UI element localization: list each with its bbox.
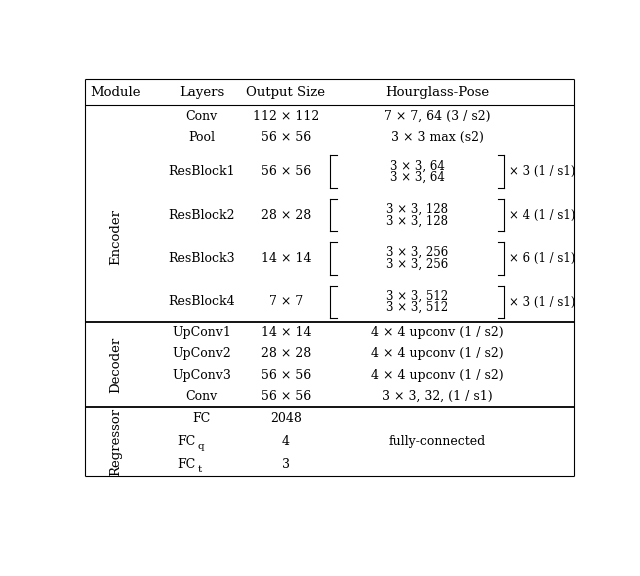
Text: UpConv1: UpConv1 — [172, 326, 231, 339]
Text: 4 × 4 upconv (1 / s2): 4 × 4 upconv (1 / s2) — [371, 369, 504, 382]
Text: fully-connected: fully-connected — [388, 435, 486, 448]
Text: UpConv2: UpConv2 — [172, 347, 231, 361]
Text: FC: FC — [177, 458, 196, 471]
Text: ResBlock3: ResBlock3 — [168, 252, 235, 265]
Text: 56 × 56: 56 × 56 — [260, 390, 311, 403]
Text: 56 × 56: 56 × 56 — [260, 369, 311, 382]
Text: Decoder: Decoder — [109, 336, 122, 393]
Text: FC: FC — [177, 435, 196, 448]
Text: 14 × 14: 14 × 14 — [260, 326, 311, 339]
Text: × 4 (1 / s1): × 4 (1 / s1) — [509, 209, 575, 222]
Text: 3 × 3, 64: 3 × 3, 64 — [390, 160, 445, 172]
Text: 3: 3 — [282, 458, 290, 471]
Text: Conv: Conv — [186, 390, 218, 403]
Text: 4 × 4 upconv (1 / s2): 4 × 4 upconv (1 / s2) — [371, 326, 504, 339]
Text: ResBlock4: ResBlock4 — [168, 295, 235, 309]
Text: t: t — [198, 465, 202, 473]
Text: Output Size: Output Size — [246, 86, 325, 98]
Text: 14 × 14: 14 × 14 — [260, 252, 311, 265]
Text: × 6 (1 / s1): × 6 (1 / s1) — [509, 252, 575, 265]
Text: Hourglass-Pose: Hourglass-Pose — [385, 86, 489, 98]
Text: Conv: Conv — [186, 109, 218, 123]
Text: 3 × 3, 256: 3 × 3, 256 — [386, 246, 449, 259]
Text: 3 × 3, 128: 3 × 3, 128 — [387, 214, 448, 228]
Text: 4 × 4 upconv (1 / s2): 4 × 4 upconv (1 / s2) — [371, 347, 504, 361]
Text: 3 × 3, 64: 3 × 3, 64 — [390, 171, 445, 184]
Text: × 3 (1 / s1): × 3 (1 / s1) — [509, 295, 575, 309]
Text: × 3 (1 / s1): × 3 (1 / s1) — [509, 165, 575, 178]
Text: 3 × 3, 256: 3 × 3, 256 — [386, 258, 449, 271]
Text: Pool: Pool — [188, 131, 215, 144]
Text: UpConv3: UpConv3 — [172, 369, 231, 382]
Text: Layers: Layers — [179, 86, 224, 98]
Text: Module: Module — [90, 86, 141, 98]
Text: Encoder: Encoder — [109, 209, 122, 265]
Text: 28 × 28: 28 × 28 — [260, 347, 311, 361]
Text: FC: FC — [193, 412, 211, 425]
Text: 56 × 56: 56 × 56 — [260, 165, 311, 178]
Text: 112 × 112: 112 × 112 — [253, 109, 319, 123]
Text: Regressor: Regressor — [109, 408, 122, 476]
Text: ResBlock2: ResBlock2 — [168, 209, 235, 222]
Text: 3 × 3, 32, (1 / s1): 3 × 3, 32, (1 / s1) — [382, 390, 492, 403]
Text: 28 × 28: 28 × 28 — [260, 209, 311, 222]
Text: 7 × 7: 7 × 7 — [269, 295, 303, 309]
Text: 3 × 3, 128: 3 × 3, 128 — [387, 203, 448, 216]
Text: 4: 4 — [282, 435, 290, 448]
Text: 56 × 56: 56 × 56 — [260, 131, 311, 144]
Text: 3 × 3, 512: 3 × 3, 512 — [386, 290, 449, 303]
Text: 2048: 2048 — [270, 412, 302, 425]
Text: 7 × 7, 64 (3 / s2): 7 × 7, 64 (3 / s2) — [384, 109, 490, 123]
Text: 3 × 3, 512: 3 × 3, 512 — [386, 301, 449, 314]
Text: q: q — [198, 442, 204, 450]
Text: ResBlock1: ResBlock1 — [168, 165, 235, 178]
Text: 3 × 3 max (s2): 3 × 3 max (s2) — [390, 131, 484, 144]
